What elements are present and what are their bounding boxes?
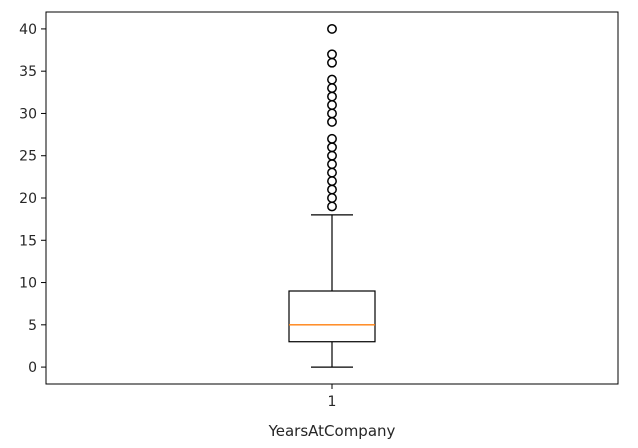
outlier-point (327, 49, 337, 60)
outlier-point (327, 91, 337, 102)
boxplot-marks (288, 23, 376, 368)
outlier-point (327, 150, 337, 161)
x-axis: 1 (328, 384, 337, 410)
outlier-point (327, 167, 337, 178)
outlier-point (327, 57, 337, 68)
outlier-point (327, 116, 337, 127)
outlier-point (327, 133, 337, 144)
y-tick-label: 30 (19, 106, 37, 122)
outlier-point (327, 74, 337, 85)
y-tick-label: 25 (19, 149, 37, 165)
outlier-point (327, 142, 337, 153)
iqr-box (288, 290, 376, 343)
y-axis: 0 5 10 15 20 25 30 35 40 (19, 22, 46, 376)
x-tick-label: 1 (328, 394, 337, 410)
outlier-point (327, 201, 337, 212)
y-tick-label: 35 (19, 64, 37, 80)
outlier-point (327, 23, 337, 34)
x-axis-label: YearsAtCompany (268, 422, 396, 440)
y-tick-label: 40 (19, 22, 37, 38)
y-tick-label: 5 (28, 318, 37, 334)
outlier-point (327, 100, 337, 110)
outlier-point (327, 184, 337, 195)
outlier-point (327, 83, 337, 94)
outlier-point (327, 108, 337, 119)
outlier-point (327, 159, 337, 170)
plot-frame (45, 11, 619, 385)
outlier-point (327, 193, 337, 203)
y-tick-label: 15 (19, 233, 37, 249)
y-tick-label: 0 (28, 360, 37, 376)
outlier-point (327, 176, 337, 187)
y-tick-label: 10 (19, 276, 37, 292)
y-tick-label: 20 (19, 191, 37, 207)
